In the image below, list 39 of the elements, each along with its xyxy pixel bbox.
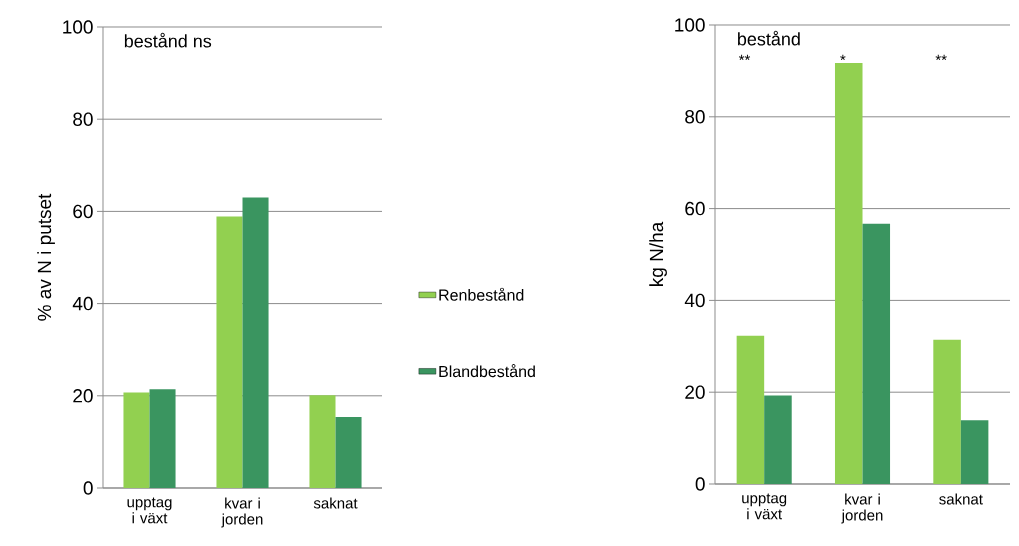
- y-tick-label: 100: [63, 20, 93, 34]
- y-tick-label: 100: [675, 18, 705, 32]
- y-tick-label: 20: [73, 389, 93, 403]
- annotation: *: [840, 54, 846, 61]
- bar: [242, 197, 269, 488]
- y-axis-title: kg N/ha: [649, 221, 667, 286]
- bar: [149, 389, 176, 488]
- bar: [933, 339, 961, 484]
- x-tick-label: upptag i växt: [742, 493, 787, 520]
- bar: [123, 392, 150, 488]
- bar: [862, 223, 891, 484]
- bar: [335, 417, 362, 488]
- bar: [216, 216, 243, 488]
- x-tick-label: kvar i jorden: [841, 493, 883, 524]
- y-tick-label: 0: [695, 477, 705, 491]
- bar: [834, 63, 863, 484]
- bar: [736, 335, 765, 484]
- y-tick-label: 20: [685, 385, 705, 399]
- bar: [764, 395, 792, 484]
- bar: [960, 420, 989, 484]
- x-tick-label: kvar i jorden: [221, 497, 263, 528]
- y-tick-label: 80: [685, 110, 705, 124]
- y-axis-title: % av N i putset: [37, 193, 55, 321]
- x-tick-label: saknat: [939, 493, 983, 505]
- y-tick-label: 0: [83, 481, 93, 495]
- bar: [309, 395, 336, 488]
- y-tick-label: 60: [685, 201, 705, 216]
- y-tick-label: 80: [73, 112, 93, 126]
- x-tick-label: saknat: [313, 497, 358, 509]
- y-tick-label: 40: [72, 296, 93, 311]
- annotation: bestånd ns: [124, 32, 212, 48]
- y-tick-label: 40: [684, 293, 705, 308]
- legend-label: Renbestånd: [439, 287, 524, 301]
- annotation: **: [738, 54, 751, 61]
- x-tick-label: upptag i växt: [127, 497, 172, 524]
- annotation: bestånd: [738, 30, 800, 46]
- y-tick-label: 60: [73, 204, 93, 219]
- annotation: **: [935, 54, 947, 61]
- legend-label: Blandbestånd: [439, 364, 535, 378]
